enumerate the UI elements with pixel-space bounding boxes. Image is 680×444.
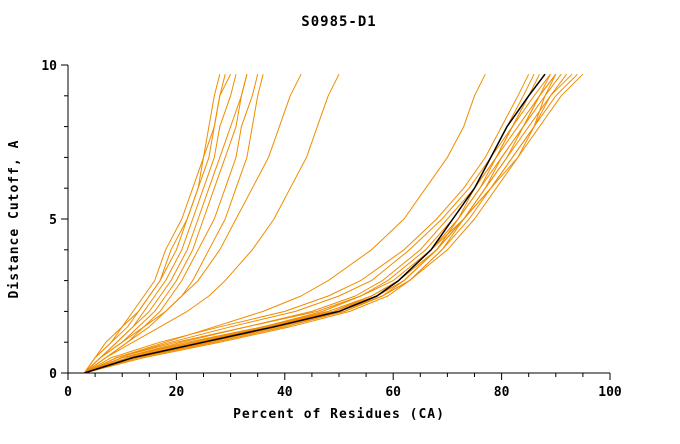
curve-model-22 — [84, 74, 259, 374]
curve-model-02 — [84, 73, 546, 374]
curve-model-23 — [83, 74, 221, 374]
curve-model-13 — [84, 73, 540, 374]
curve-model-03 — [84, 73, 562, 374]
curve-model-21 — [83, 74, 248, 374]
x-tick-label: 60 — [385, 385, 401, 400]
curve-model-18 — [83, 74, 226, 374]
curve-model-15 — [84, 73, 486, 374]
x-tick-label: 20 — [169, 385, 185, 400]
curve-model-09 — [84, 73, 551, 374]
curve-model-25 — [83, 74, 248, 374]
x-tick-label: 100 — [598, 385, 622, 400]
curve-model-17 — [83, 73, 302, 374]
curve-best-model — [84, 73, 546, 374]
curve-model-14 — [84, 73, 584, 374]
y-tick-label: 10 — [41, 59, 57, 74]
x-tick-label: 80 — [494, 385, 510, 400]
y-tick-label: 5 — [49, 213, 57, 228]
curve-model-20 — [83, 73, 232, 374]
curve-model-04 — [84, 73, 557, 374]
curve-model-07 — [84, 73, 567, 374]
curve-model-12 — [84, 73, 530, 374]
y-tick-label: 0 — [49, 367, 57, 382]
curve-model-16 — [84, 73, 340, 374]
x-tick-label: 40 — [277, 385, 293, 400]
x-axis-label: Percent of Residues (CA) — [233, 407, 445, 422]
x-tick-label: 0 — [64, 385, 72, 400]
curve-model-24 — [84, 74, 264, 374]
chart-title: S0985-D1 — [301, 14, 376, 30]
curve-model-01 — [84, 73, 551, 374]
y-axis-label: Distance Cutoff, A — [7, 140, 22, 299]
